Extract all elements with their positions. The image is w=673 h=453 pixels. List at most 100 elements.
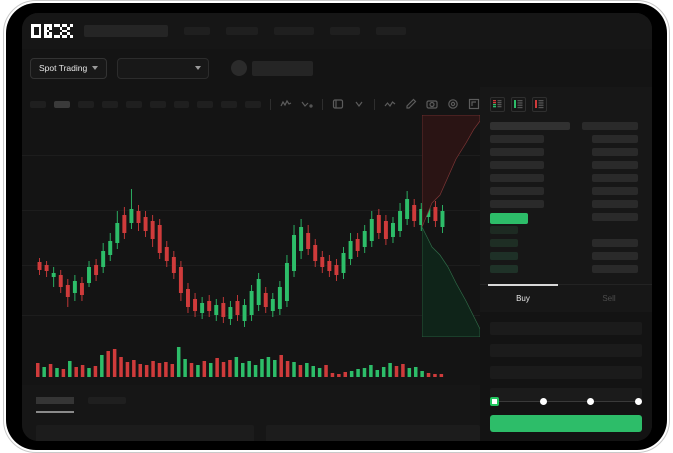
timeframe-7[interactable] (173, 100, 190, 108)
order-form-field[interactable] (490, 366, 642, 379)
timeframe-5[interactable] (125, 100, 142, 108)
trading-pair-select[interactable] (117, 57, 210, 79)
nav-item-4[interactable] (329, 27, 360, 35)
orderbook-row[interactable] (480, 236, 652, 249)
gridline (22, 265, 480, 266)
order-form (480, 312, 652, 441)
buy-submit-button[interactable] (490, 415, 642, 432)
orderbook-mode-both-icon[interactable] (490, 97, 505, 112)
orderbook-price-bar (490, 187, 544, 195)
timeframe-9[interactable] (221, 100, 238, 108)
market-type-label: Spot Trading (39, 63, 88, 73)
price-chart[interactable] (22, 115, 480, 337)
toolbar-divider (270, 98, 272, 110)
orderbook-size-bar (592, 213, 638, 221)
orderbook-row[interactable] (480, 249, 652, 262)
orderbook-row[interactable] (480, 171, 652, 184)
chart-type-icon[interactable] (353, 98, 365, 110)
tab-sell[interactable]: Sell (566, 285, 652, 312)
template-icon[interactable] (332, 98, 344, 110)
stepper-step-2[interactable] (539, 397, 547, 405)
orderbook-price-bar (490, 239, 518, 247)
nav-item-1[interactable] (183, 27, 210, 35)
order-form-field[interactable] (490, 322, 642, 335)
orderbook-mode-asks-icon[interactable] (532, 97, 547, 112)
amount-stepper[interactable] (490, 396, 643, 406)
toolbar-divider-3 (374, 98, 376, 110)
orders-tab-1[interactable] (36, 397, 74, 404)
fullscreen-icon[interactable] (468, 98, 480, 110)
compare-icon[interactable] (301, 98, 313, 110)
nav-item-2[interactable] (225, 27, 258, 35)
orderbook-row[interactable] (480, 158, 652, 171)
orders-row-placeholder (266, 425, 480, 441)
orderbook-size-bar (582, 122, 638, 130)
orderbook-size-bar (592, 161, 638, 169)
nav-item-3[interactable] (273, 27, 314, 35)
timeframe-3[interactable] (77, 100, 94, 108)
orderbook-row[interactable] (480, 132, 652, 145)
last-price-placeholder (252, 60, 314, 76)
gridline (22, 315, 480, 316)
orderbook-price-bar (490, 161, 544, 169)
chart-toolbar (22, 93, 480, 115)
orderbook-mode-bids-icon[interactable] (511, 97, 526, 112)
tab-buy[interactable]: Buy (480, 284, 566, 312)
nav-item-5[interactable] (375, 27, 406, 35)
tab-buy-label: Buy (516, 294, 530, 303)
timeframe-2[interactable] (53, 100, 70, 108)
volume-histogram (36, 347, 444, 377)
order-form-field[interactable] (490, 388, 642, 401)
measure-icon[interactable] (405, 98, 417, 110)
stepper-track (496, 400, 636, 402)
orderbook-price-bar (490, 174, 544, 182)
orderbook-view-modes (490, 97, 547, 112)
toolbar-divider-2 (322, 98, 324, 110)
nav-title-placeholder (83, 25, 168, 37)
line-chart-icon[interactable] (384, 98, 396, 110)
orderbook-rows[interactable] (480, 119, 652, 275)
stepper-step-4[interactable] (635, 397, 643, 405)
gridline (22, 155, 480, 156)
orderbook-row[interactable] (480, 197, 652, 210)
orderbook-price-bar (490, 135, 544, 143)
orderbook-current-price-row[interactable] (480, 210, 652, 224)
timeframe-4[interactable] (101, 100, 118, 108)
timeframe-8[interactable] (197, 100, 214, 108)
tab-sell-label: Sell (602, 294, 616, 303)
okx-logo[interactable] (31, 24, 73, 38)
orderbook-price-bar (490, 252, 518, 260)
timeframe-1[interactable] (30, 100, 46, 108)
orders-rows (36, 425, 480, 441)
chevron-down-icon (92, 66, 99, 70)
orderbook-row[interactable] (480, 262, 652, 275)
camera-icon[interactable] (426, 98, 438, 110)
timeframe-10[interactable] (245, 100, 262, 108)
orderbook-price-bar (490, 226, 518, 234)
stepper-step-1[interactable] (490, 396, 499, 406)
orders-panel (22, 385, 480, 441)
stepper-step-3[interactable] (587, 397, 595, 405)
order-form-fields (490, 322, 642, 401)
orderbook-row[interactable] (480, 184, 652, 197)
orderbook-size-bar (592, 148, 638, 156)
orderbook-size-bar (592, 135, 638, 143)
timeframe-6[interactable] (149, 100, 166, 108)
order-form-field[interactable] (490, 344, 642, 357)
orders-row-placeholder (36, 425, 254, 441)
app-screen: Spot Trading (22, 13, 652, 441)
orderbook-row[interactable] (480, 119, 652, 132)
market-type-select[interactable]: Spot Trading (30, 57, 108, 79)
orderbook-price-bar (490, 148, 544, 156)
orderbook-row[interactable] (480, 145, 652, 158)
orderbook-size-bar (592, 200, 638, 208)
market-stat-2 (391, 66, 425, 70)
device-frame: Spot Trading (6, 3, 667, 450)
orderbook-size-bar (592, 252, 638, 260)
settings-icon[interactable] (447, 98, 459, 110)
orderbook-size-bar (592, 265, 638, 273)
orderbook-row[interactable] (480, 223, 652, 236)
orders-tab-2[interactable] (88, 397, 126, 404)
indicator-icon[interactable] (280, 98, 292, 110)
orderbook-size-bar (592, 174, 638, 182)
